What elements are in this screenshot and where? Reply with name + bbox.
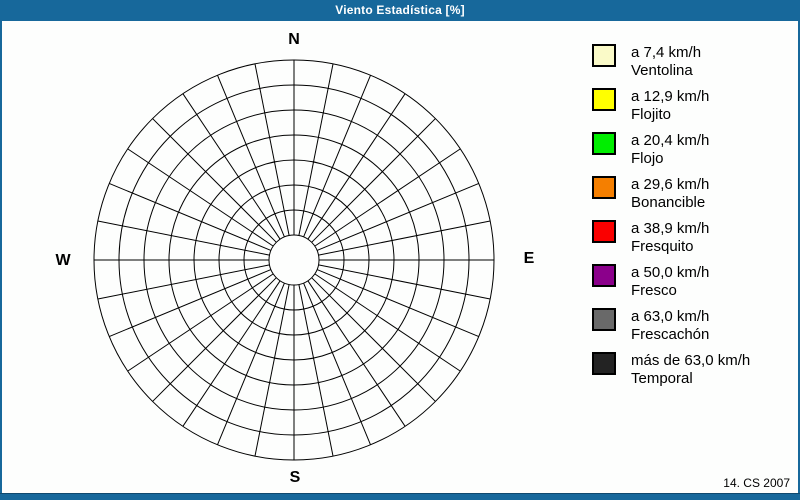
legend-speed: a 50,0 km/h [631,264,710,281]
legend-item: a 20,4 km/h Flojo [592,132,750,168]
compass-label-east: E [523,250,535,267]
compass-label-west: W [55,252,71,269]
legend-swatch [592,132,616,155]
legend-name: Temporal [631,370,693,387]
legend-swatch [592,44,616,67]
legend-speed: a 63,0 km/h [631,308,710,325]
left-border [0,21,2,493]
legend-item: más de 63,0 km/h Temporal [592,352,750,388]
legend-swatch [592,308,616,331]
legend-name: Fresco [631,282,677,299]
legend-item: a 63,0 km/h Frescachón [592,308,750,344]
legend-name: Fresquito [631,238,694,255]
legend-item: a 12,9 km/h Flojito [592,88,750,124]
legend-swatch [592,264,616,287]
legend-speed: a 12,9 km/h [631,88,710,105]
compass-label-south: S [289,469,301,486]
legend-speed: a 20,4 km/h [631,132,710,149]
legend-swatch [592,176,616,199]
bottom-bar [0,493,800,500]
legend-speed: a 29,6 km/h [631,176,710,193]
legend-speed: más de 63,0 km/h [631,352,751,369]
legend: a 7,4 km/h Ventolina a 12,9 km/h Flojito… [592,44,750,396]
right-border [798,21,800,493]
legend-name: Frescachón [631,326,710,343]
credit-text: 14. CS 2007 [723,476,790,490]
legend-name: Flojo [631,150,664,167]
legend-item: a 7,4 km/h Ventolina [592,44,750,80]
compass-label-north: N [288,31,300,48]
legend-swatch [592,352,616,375]
window-title: Viento Estadística [%] [335,3,465,17]
legend-swatch [592,220,616,243]
legend-name: Bonancible [631,194,706,211]
legend-speed: a 7,4 km/h [631,44,702,61]
legend-swatch [592,88,616,111]
legend-item: a 50,0 km/h Fresco [592,264,750,300]
legend-item: a 38,9 km/h Fresquito [592,220,750,256]
legend-speed: a 38,9 km/h [631,220,710,237]
legend-name: Ventolina [631,62,693,79]
legend-item: a 29,6 km/h Bonancible [592,176,750,212]
title-bar: Viento Estadística [%] [0,0,800,21]
legend-name: Flojito [631,106,672,123]
